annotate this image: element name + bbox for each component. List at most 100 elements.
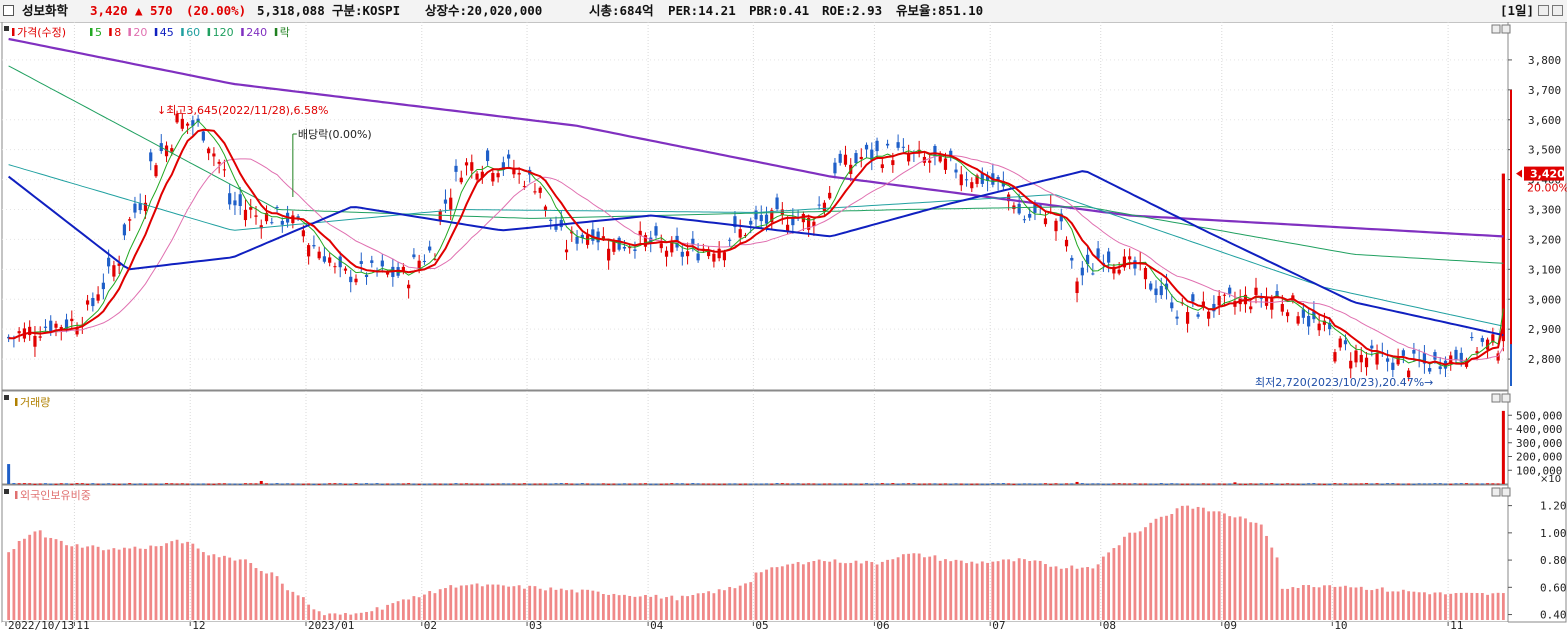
volume-bar (33, 483, 37, 485)
candle-body (454, 165, 458, 172)
foreign-ratio-bar (665, 597, 668, 620)
volume-bar (665, 483, 669, 485)
volume-bar (75, 483, 79, 485)
volume-bar (1101, 483, 1105, 485)
volume-bar (865, 483, 869, 485)
candle-body (238, 194, 242, 206)
foreign-ratio-bar (338, 614, 342, 620)
candle-body (517, 172, 521, 175)
foreign-ratio-bar (628, 595, 632, 620)
candle-body (633, 249, 637, 251)
volume-bar (449, 483, 453, 485)
foreign-ratio-bar (212, 554, 216, 620)
foreign-ratio-bar (754, 572, 758, 620)
foreign-ratio-bar (1475, 593, 1479, 620)
foreign-ratio-bar (1365, 589, 1368, 620)
foreign-ratio-bar (623, 594, 626, 620)
volume-y-tick: 200,000 (1516, 451, 1562, 464)
candle-body (1022, 219, 1027, 221)
minimize-icon[interactable] (1538, 5, 1549, 16)
legend-label-6: 120 (213, 26, 234, 39)
volume-bar (412, 483, 416, 485)
candle-body (591, 229, 595, 241)
select-checkbox[interactable] (3, 5, 14, 16)
volume-bar (1122, 483, 1126, 485)
foreign-ratio-bar (33, 531, 37, 620)
foreign-ratio-bar (796, 562, 800, 620)
volume-bar (754, 483, 758, 485)
foreign-ratio-bar (1096, 564, 1100, 620)
candle-body (164, 145, 169, 157)
volume-legend-label: 거래량 (20, 396, 50, 409)
candle-body (680, 251, 684, 257)
foreign-ratio-bar (1012, 561, 1016, 620)
volume-bar (1043, 483, 1047, 485)
volume-bar (212, 483, 216, 485)
volume-bar (570, 483, 574, 485)
foreign-ratio-bar (1038, 560, 1042, 620)
candle-body (880, 164, 884, 169)
foreign-ratio-bar (838, 562, 842, 620)
foreign-ratio-bar (917, 553, 921, 620)
volume-bar (1280, 483, 1284, 485)
volume-bar (1012, 483, 1016, 485)
candle-body (1196, 314, 1200, 317)
volume-bar (1196, 483, 1200, 485)
volume-bar (954, 483, 958, 485)
foreign-ratio-bar (1054, 566, 1058, 620)
candle-body (743, 234, 748, 236)
legend-swatch (15, 398, 18, 406)
candle-body (1485, 339, 1490, 350)
foreign-ratio-bar (970, 561, 974, 620)
pbr-value: PBR:0.41 (749, 3, 810, 18)
volume-bar (838, 483, 842, 485)
period-selector[interactable]: [1일] (1500, 3, 1535, 18)
volume-bar (1149, 483, 1153, 485)
volume-bar (391, 483, 395, 485)
foreign-ratio-bar (507, 586, 511, 620)
close-icon[interactable] (1552, 5, 1563, 16)
foreign-ratio-bar (1412, 591, 1416, 620)
volume-bar (1159, 483, 1163, 485)
foreign-ratio-bar (1359, 586, 1363, 620)
volume-bar (575, 483, 579, 485)
foreign-ratio-bar (428, 591, 432, 620)
volume-bar (1107, 483, 1111, 485)
volume-bar (1312, 483, 1316, 485)
foreign-ratio-bar (744, 583, 747, 620)
volume-bar (475, 483, 479, 485)
foreign-ratio-bar (101, 550, 105, 620)
foreign-ratio-bar (1154, 518, 1158, 620)
volume-bar (1343, 483, 1347, 485)
volume-bar (428, 483, 432, 485)
foreign-ratio-bar (233, 560, 237, 620)
candle-body (491, 172, 495, 182)
foreign-ratio-bar (307, 604, 311, 620)
foreign-y-tick: 0.40 (1540, 609, 1567, 622)
foreign-ratio-bar (865, 560, 868, 620)
foreign-ratio-bar (791, 563, 795, 620)
volume-bar (643, 483, 647, 485)
candle-body (1054, 220, 1058, 232)
volume-bar (991, 483, 995, 485)
candle-body (191, 120, 195, 126)
foreign-ratio-bar (1128, 532, 1132, 620)
y-axis-strip (1507, 22, 1567, 623)
foreign-ratio-bar (1196, 506, 1200, 620)
foreign-ratio-bar (1254, 522, 1258, 620)
foreign-ratio-bar (280, 583, 284, 620)
candle-body (643, 235, 648, 247)
volume-bar (1422, 483, 1426, 485)
volume-bar (459, 483, 463, 485)
foreign-ratio-bar (228, 557, 232, 620)
candle-body (212, 153, 216, 157)
volume-bar (607, 483, 611, 485)
volume-bar (580, 483, 584, 485)
price-y-tick: 3,000 (1528, 293, 1561, 306)
volume-bar (1143, 483, 1147, 485)
candle-body (607, 248, 611, 261)
volume-bar (1438, 483, 1442, 485)
foreign-y-tick: 0.60 (1540, 581, 1567, 594)
foreign-ratio-bar (1312, 587, 1316, 620)
candle-body (749, 220, 753, 225)
